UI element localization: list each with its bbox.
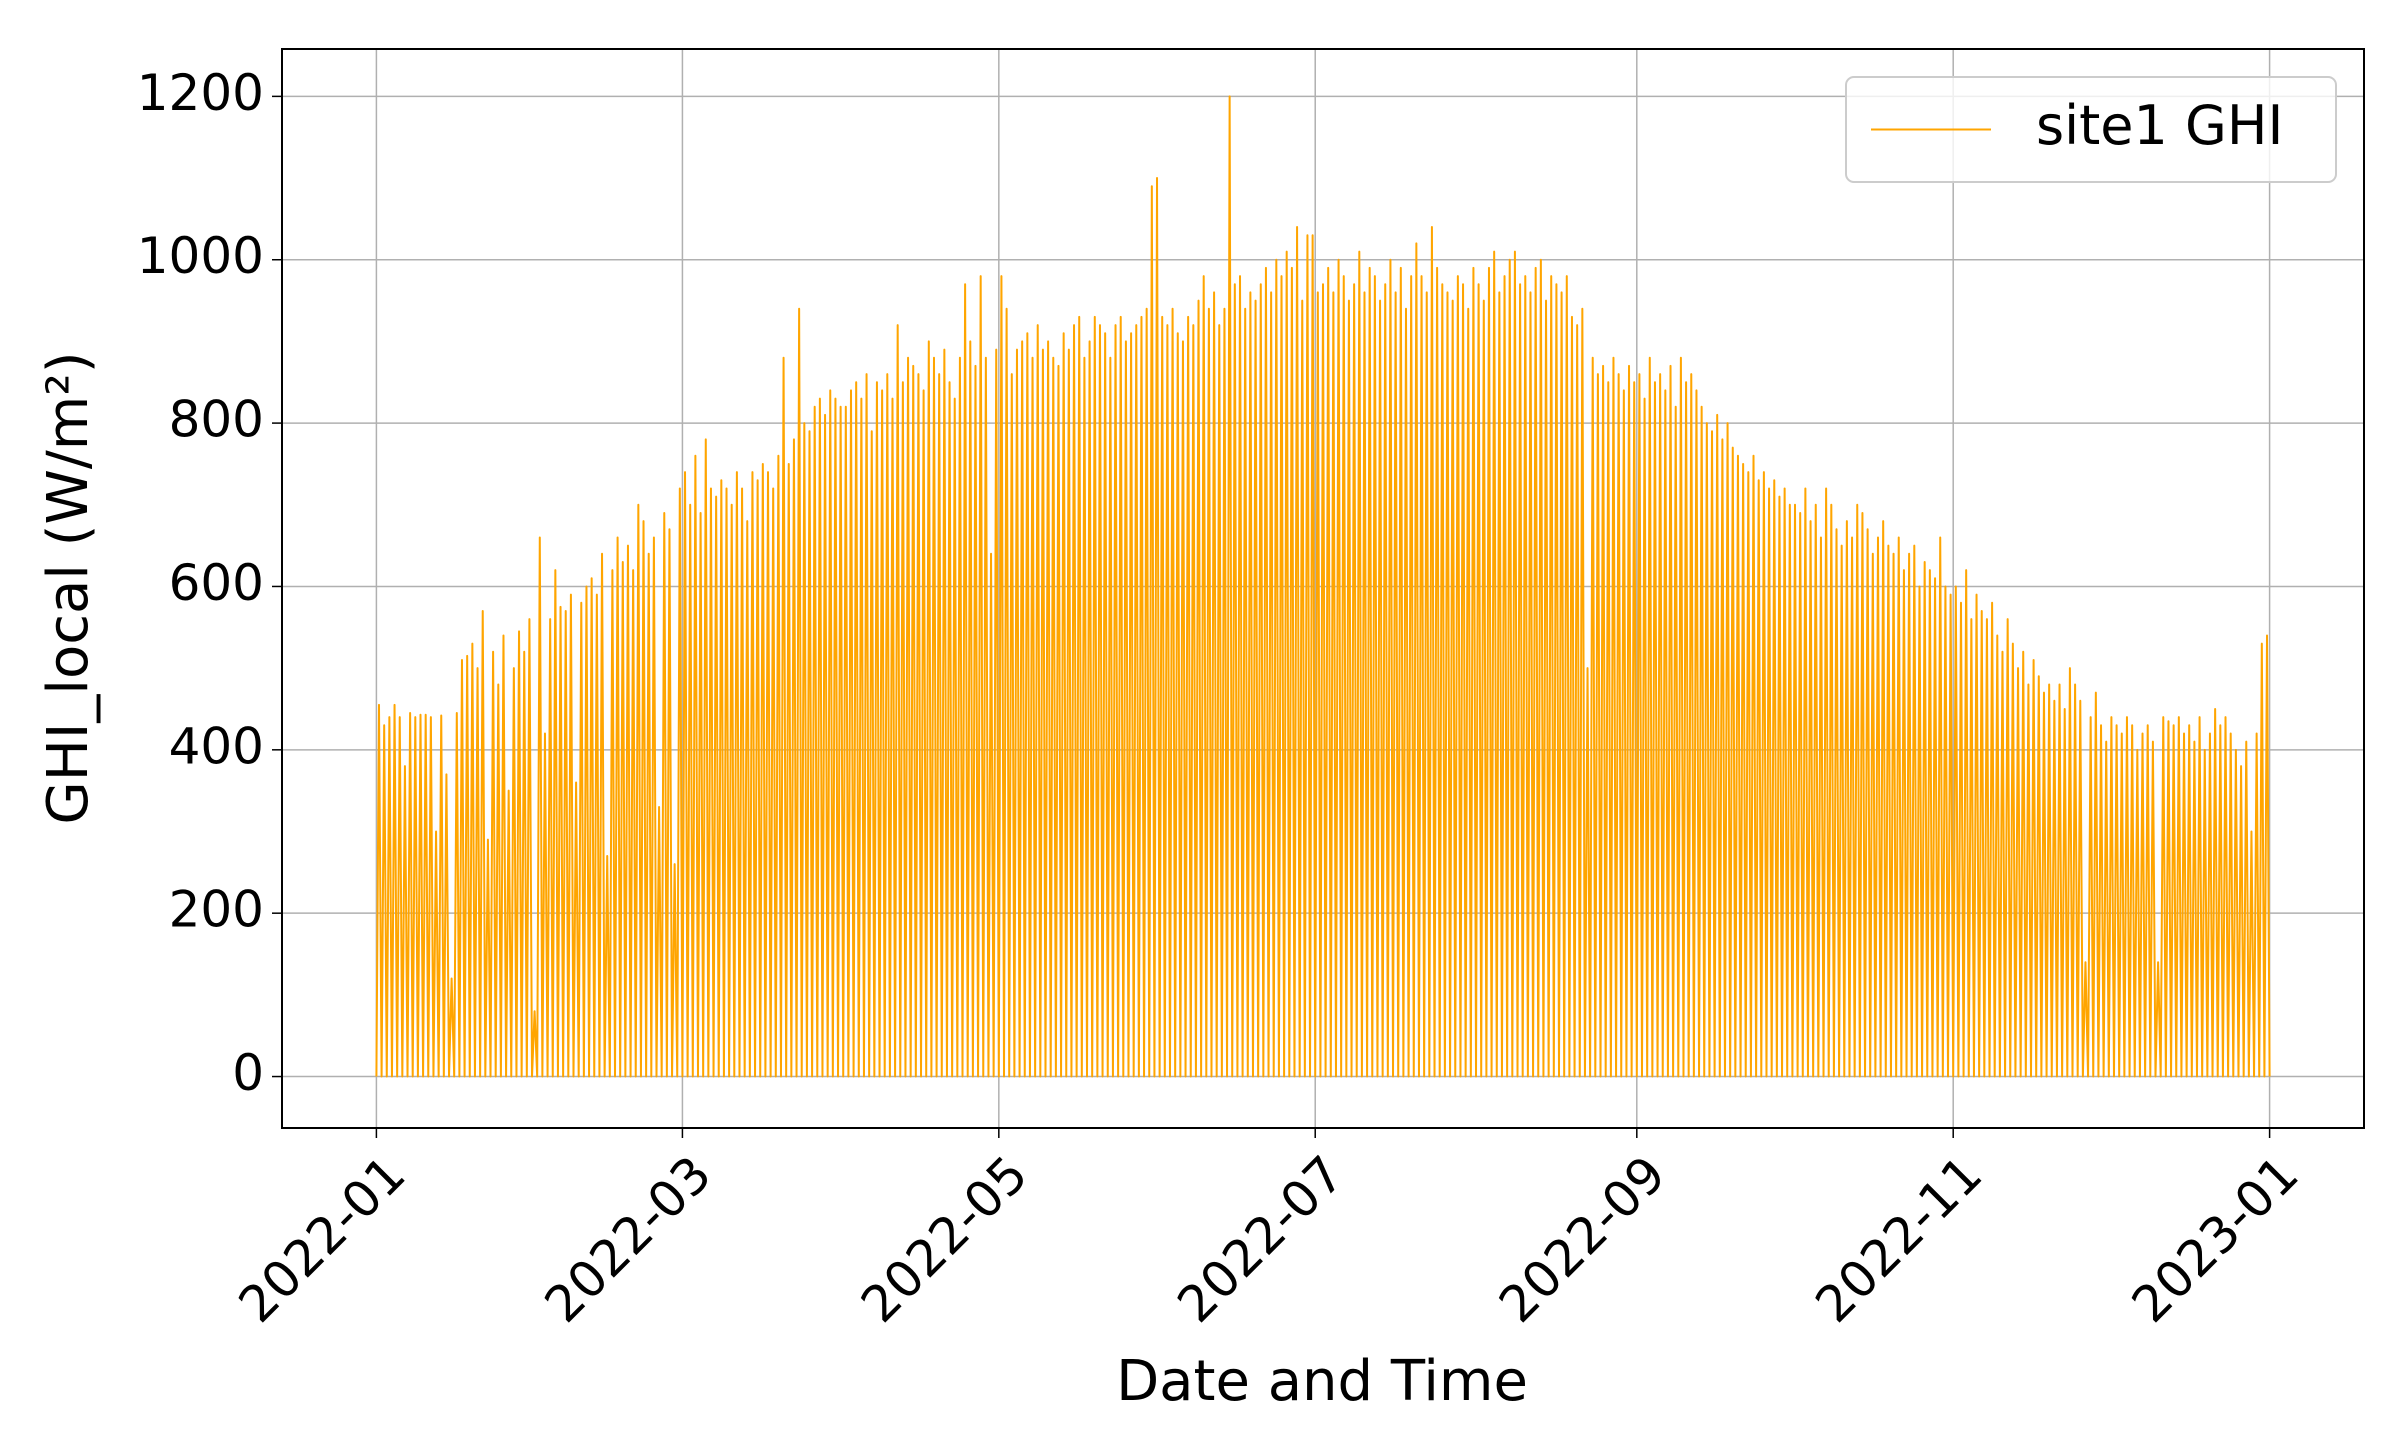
x-tick-label: 2022-07 <box>1167 1145 1356 1334</box>
y-tick-label: 400 <box>169 717 264 775</box>
y-tick-label: 0 <box>232 1044 264 1102</box>
y-tick-label: 800 <box>169 391 264 449</box>
data-line <box>375 95 2271 1078</box>
plot-area <box>375 95 2271 1078</box>
legend: site1 GHI <box>1845 76 2337 183</box>
legend-box <box>1845 76 2337 183</box>
x-tick-label: 2022-03 <box>534 1145 723 1334</box>
x-tick-label: 2022-01 <box>228 1145 417 1334</box>
legend-label: site1 GHI <box>2036 94 2283 157</box>
x-axis-label: Date and Time <box>1116 1349 1528 1414</box>
x-tick-label: 2022-05 <box>850 1145 1039 1334</box>
y-axis-label: GHI_local (W/m²) <box>36 351 101 824</box>
y-tick-label: 1000 <box>137 227 264 285</box>
axes-frame <box>281 48 2365 1129</box>
y-tick-label: 600 <box>169 554 264 612</box>
x-tick-label: 2022-11 <box>1804 1145 1993 1334</box>
x-tick-label: 2022-09 <box>1488 1145 1677 1334</box>
y-tick-label: 200 <box>169 881 264 939</box>
x-tick-label: 2023-01 <box>2121 1145 2310 1334</box>
y-tick-label: 1200 <box>137 64 264 122</box>
